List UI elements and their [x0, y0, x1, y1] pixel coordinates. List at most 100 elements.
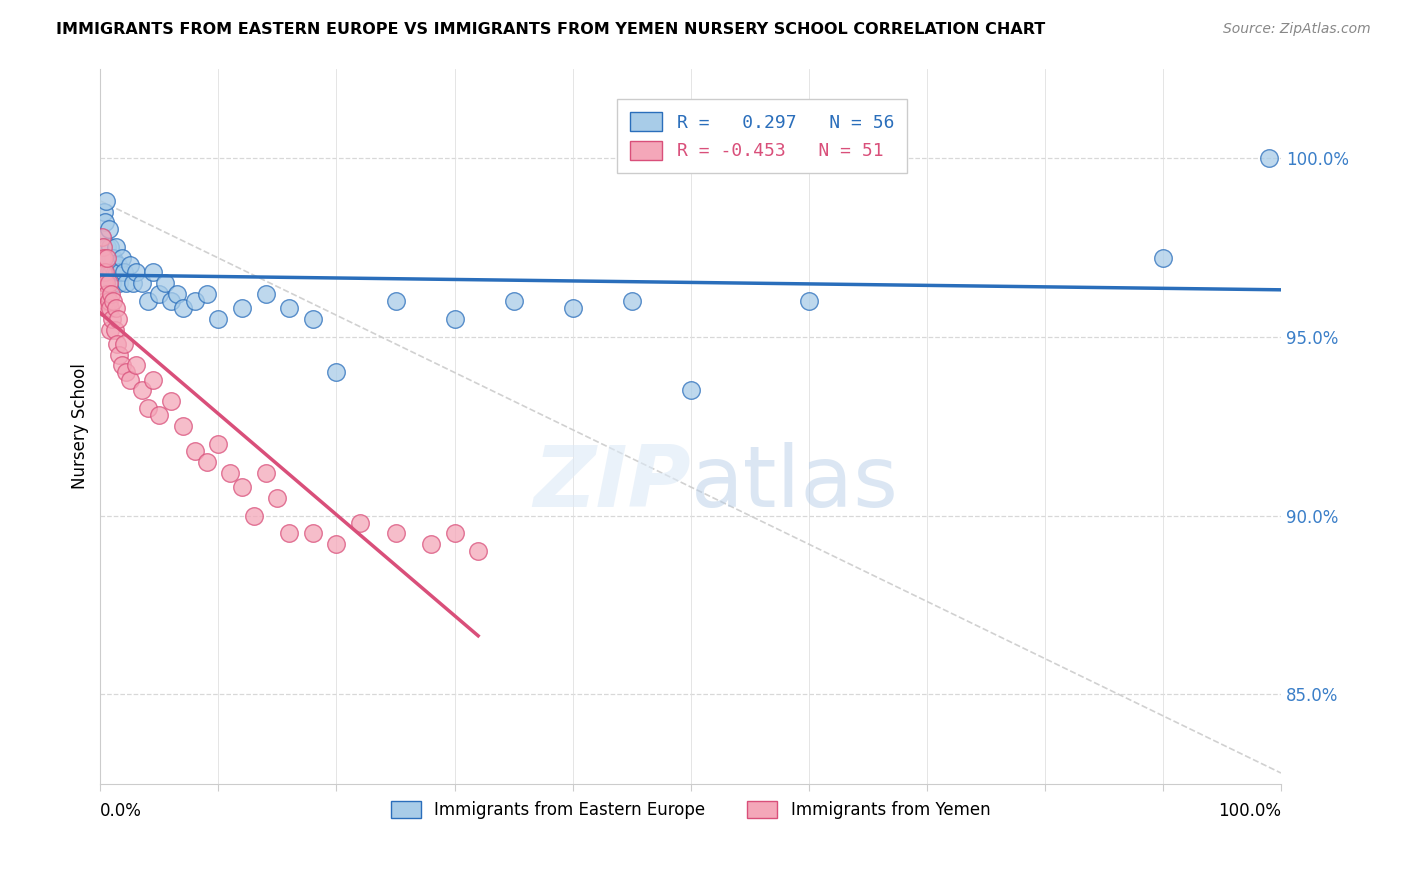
Point: [98, 240, 121, 254]
Point: [172, 419, 194, 434]
Point: [103, 251, 125, 265]
Point: [148, 286, 170, 301]
Point: [302, 311, 325, 326]
Point: [96, 240, 118, 254]
Text: IMMIGRANTS FROM EASTERN EUROPE VS IMMIGRANTS FROM YEMEN NURSERY SCHOOL CORRELATI: IMMIGRANTS FROM EASTERN EUROPE VS IMMIGR…: [56, 22, 1046, 37]
Point: [91, 240, 114, 254]
Point: [107, 311, 129, 326]
Point: [94, 265, 117, 279]
Point: [254, 466, 277, 480]
Point: [101, 276, 124, 290]
Point: [302, 526, 325, 541]
Point: [115, 276, 138, 290]
Point: [94, 265, 117, 279]
Text: 100.0%: 100.0%: [1218, 802, 1281, 820]
Point: [108, 276, 131, 290]
Point: [118, 373, 141, 387]
Text: 0.0%: 0.0%: [100, 802, 142, 820]
Text: Source: ZipAtlas.com: Source: ZipAtlas.com: [1223, 22, 1371, 37]
Point: [100, 251, 122, 265]
Point: [467, 544, 489, 558]
Point: [93, 276, 115, 290]
Point: [349, 516, 371, 530]
Point: [148, 409, 170, 423]
Point: [96, 258, 118, 272]
Point: [195, 455, 218, 469]
Point: [325, 366, 347, 380]
Point: [207, 311, 229, 326]
Point: [325, 537, 347, 551]
Point: [231, 301, 253, 315]
Point: [797, 293, 820, 308]
Point: [131, 384, 153, 398]
Point: [100, 286, 122, 301]
Point: [136, 293, 159, 308]
Point: [115, 366, 138, 380]
Point: [105, 265, 128, 279]
Point: [98, 251, 121, 265]
Point: [110, 359, 132, 373]
Point: [110, 251, 132, 265]
Y-axis label: Nursery School: Nursery School: [72, 363, 89, 489]
Point: [1152, 251, 1174, 265]
Point: [207, 437, 229, 451]
Point: [103, 265, 125, 279]
Point: [94, 293, 117, 308]
Point: [278, 301, 301, 315]
Point: [561, 301, 583, 315]
Point: [97, 276, 120, 290]
Point: [125, 265, 148, 279]
Point: [103, 322, 125, 336]
Point: [94, 215, 117, 229]
Point: [620, 293, 643, 308]
Point: [443, 526, 465, 541]
Point: [136, 401, 159, 416]
Point: [679, 384, 702, 398]
Point: [91, 240, 114, 254]
Point: [112, 265, 135, 279]
Point: [195, 286, 218, 301]
Point: [112, 337, 135, 351]
Point: [278, 526, 301, 541]
Point: [97, 265, 120, 279]
Point: [384, 526, 406, 541]
Point: [96, 286, 118, 301]
Point: [1258, 151, 1281, 165]
Point: [90, 229, 112, 244]
Text: ZIP: ZIP: [533, 442, 690, 524]
Point: [110, 265, 132, 279]
Point: [118, 258, 141, 272]
Point: [96, 251, 118, 265]
Point: [122, 276, 145, 290]
Point: [101, 258, 124, 272]
Point: [97, 293, 120, 308]
Point: [384, 293, 406, 308]
Point: [231, 480, 253, 494]
Point: [96, 276, 118, 290]
Point: [443, 311, 465, 326]
Point: [90, 229, 112, 244]
Point: [93, 251, 115, 265]
Point: [254, 286, 277, 301]
Point: [98, 322, 121, 336]
Point: [96, 251, 118, 265]
Point: [96, 301, 118, 315]
Point: [101, 311, 124, 326]
Point: [160, 394, 183, 409]
Point: [166, 286, 188, 301]
Point: [100, 265, 122, 279]
Point: [90, 251, 112, 265]
Point: [219, 466, 242, 480]
Point: [104, 301, 127, 315]
Point: [96, 194, 118, 208]
Point: [502, 293, 524, 308]
Point: [107, 258, 129, 272]
Point: [266, 491, 288, 505]
Point: [184, 293, 207, 308]
Point: [243, 508, 266, 523]
Point: [125, 359, 148, 373]
Point: [142, 265, 165, 279]
Point: [419, 537, 441, 551]
Legend: Immigrants from Eastern Europe, Immigrants from Yemen: Immigrants from Eastern Europe, Immigran…: [384, 794, 997, 825]
Point: [184, 444, 207, 458]
